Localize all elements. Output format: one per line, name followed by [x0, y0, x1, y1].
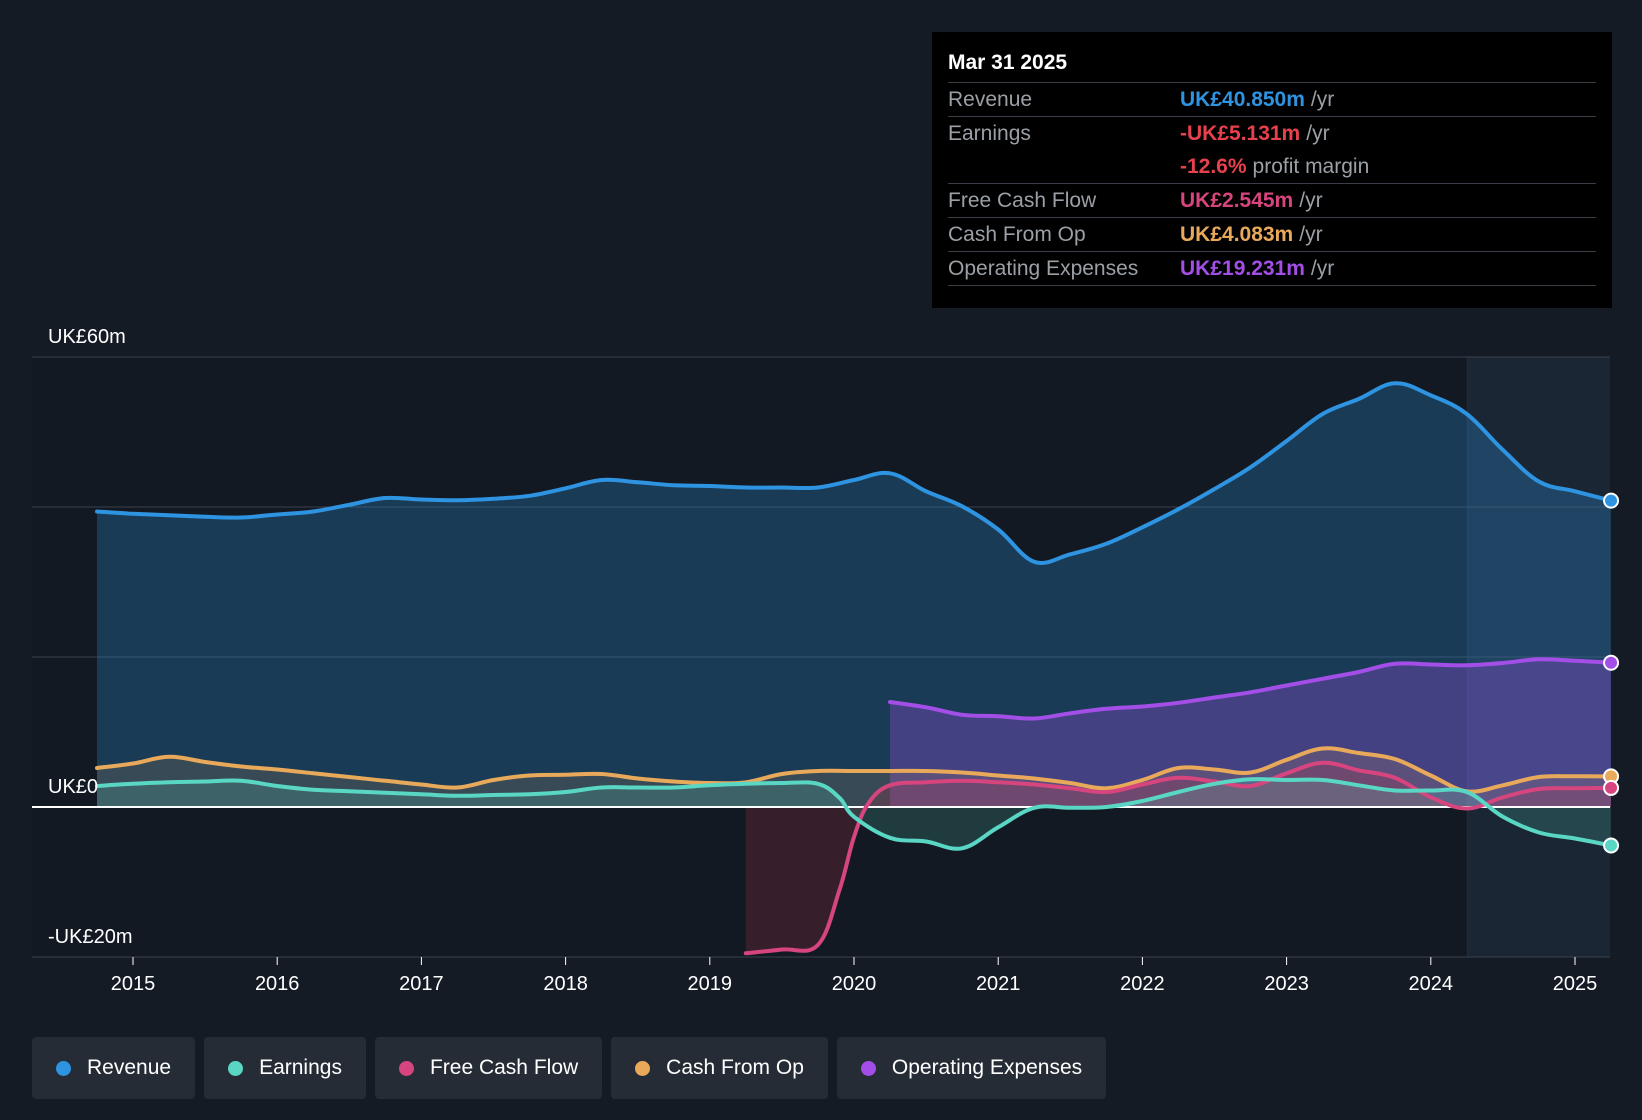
- legend-dot-icon: [398, 1060, 414, 1076]
- tooltip-unit: /yr: [1306, 122, 1330, 145]
- area-fcf: [745, 762, 1611, 954]
- series-lines: [95, 381, 1613, 956]
- x-tick-label: 2021: [976, 973, 1021, 995]
- legend: Revenue Earnings Free Cash Flow Cash Fro…: [32, 1037, 1107, 1099]
- area-revenue: [97, 383, 1611, 807]
- tooltip-label: Revenue: [948, 88, 1033, 111]
- tooltip-unit: /yr: [1299, 189, 1323, 212]
- y-axis-label: UK£0: [48, 776, 98, 798]
- line-cfo: [95, 746, 1613, 794]
- tooltip-value: UK£4.083m: [1180, 223, 1294, 246]
- tooltip-value: -12.6%: [1180, 155, 1247, 178]
- legend-label: Free Cash Flow: [429, 1056, 579, 1079]
- x-axis-ticks: 2015 2016 2017 2018 2019 2020 2021 2022 2023 2024…: [111, 957, 1598, 995]
- end-dot-opex: [1603, 654, 1620, 671]
- x-tick-label: 2023: [1264, 973, 1309, 995]
- x-tick-label: 2018: [543, 973, 588, 995]
- tooltip-unit: /yr: [1310, 88, 1335, 111]
- end-dot-revenue: [1603, 492, 1620, 509]
- line-fcf: [743, 760, 1613, 956]
- tooltip-unit: profit margin: [1252, 155, 1370, 178]
- tooltip-row-opex: Operating Expenses UK£19.231m /yr: [948, 252, 1596, 286]
- tooltip-row-fcf: Free Cash Flow UK£2.545m /yr: [948, 184, 1596, 218]
- legend-dot-icon: [635, 1060, 651, 1076]
- line-earnings: [95, 777, 1613, 851]
- x-tick-label: 2025: [1553, 973, 1598, 995]
- tooltip-value: -UK£5.131m: [1180, 122, 1301, 145]
- tooltip-label: [948, 150, 1180, 183]
- tooltip-panel: Mar 31 2025 Revenue UK£40.850m /yr Earni…: [932, 32, 1612, 308]
- legend-item-free-cash-flow[interactable]: Free Cash Flow: [374, 1037, 603, 1099]
- end-markers: [1603, 492, 1620, 854]
- y-axis-labels: UK£60m UK£0 -UK£20m: [48, 326, 132, 948]
- legend-item-earnings[interactable]: Earnings: [204, 1037, 366, 1099]
- legend-label: Cash From Op: [666, 1056, 804, 1079]
- tooltip-value: UK£40.850m: [1180, 88, 1305, 111]
- tooltip-unit: /yr: [1299, 223, 1323, 246]
- tooltip-label: Operating Expenses: [948, 257, 1139, 280]
- legend-item-revenue[interactable]: Revenue: [32, 1037, 196, 1099]
- end-dot-fcf: [1603, 779, 1620, 796]
- y-axis-label: -UK£20m: [48, 926, 132, 948]
- x-tick-label: 2015: [111, 973, 156, 995]
- legend-dot-icon: [860, 1060, 876, 1076]
- x-tick-label: 2019: [688, 973, 733, 995]
- y-axis-label: UK£60m: [48, 326, 126, 348]
- legend-dot-icon: [56, 1060, 71, 1076]
- legend-item-operating-expenses[interactable]: Operating Expenses: [836, 1037, 1107, 1099]
- tooltip-row-cfo: Cash From Op UK£4.083m /yr: [948, 218, 1596, 252]
- tooltip-row-revenue: Revenue UK£40.850m /yr: [948, 83, 1596, 117]
- legend-dot-icon: [228, 1060, 244, 1076]
- x-tick-label: 2022: [1120, 973, 1165, 995]
- line-revenue: [95, 381, 1613, 565]
- tooltip-label: Earnings: [948, 122, 1031, 145]
- tooltip-row-earnings: Earnings -UK£5.131m /yr: [948, 117, 1596, 150]
- end-dot-earnings: [1603, 837, 1620, 854]
- series-areas: [97, 383, 1611, 954]
- legend-label: Operating Expenses: [891, 1056, 1083, 1079]
- tooltip-date: Mar 31 2025: [948, 48, 1596, 83]
- area-opex: [890, 659, 1611, 807]
- tooltip-value: UK£19.231m: [1180, 257, 1305, 280]
- tooltip-label: Cash From Op: [948, 223, 1086, 246]
- legend-item-cash-from-op[interactable]: Cash From Op: [611, 1037, 828, 1099]
- gridlines: [32, 356, 1610, 958]
- x-tick-label: 2016: [255, 973, 300, 995]
- tooltip-unit: /yr: [1310, 257, 1335, 280]
- legend-label: Earnings: [259, 1056, 342, 1079]
- x-tick-label: 2017: [399, 973, 444, 995]
- line-opex: [888, 657, 1613, 721]
- tooltip-value: UK£2.545m: [1180, 189, 1294, 212]
- area-cfo: [97, 748, 1611, 807]
- x-tick-label: 2024: [1409, 973, 1454, 995]
- tooltip-row-margin: -12.6% profit margin: [948, 150, 1596, 184]
- tooltip-label: Free Cash Flow: [948, 189, 1097, 212]
- x-tick-label: 2020: [832, 973, 877, 995]
- legend-label: Revenue: [87, 1056, 172, 1079]
